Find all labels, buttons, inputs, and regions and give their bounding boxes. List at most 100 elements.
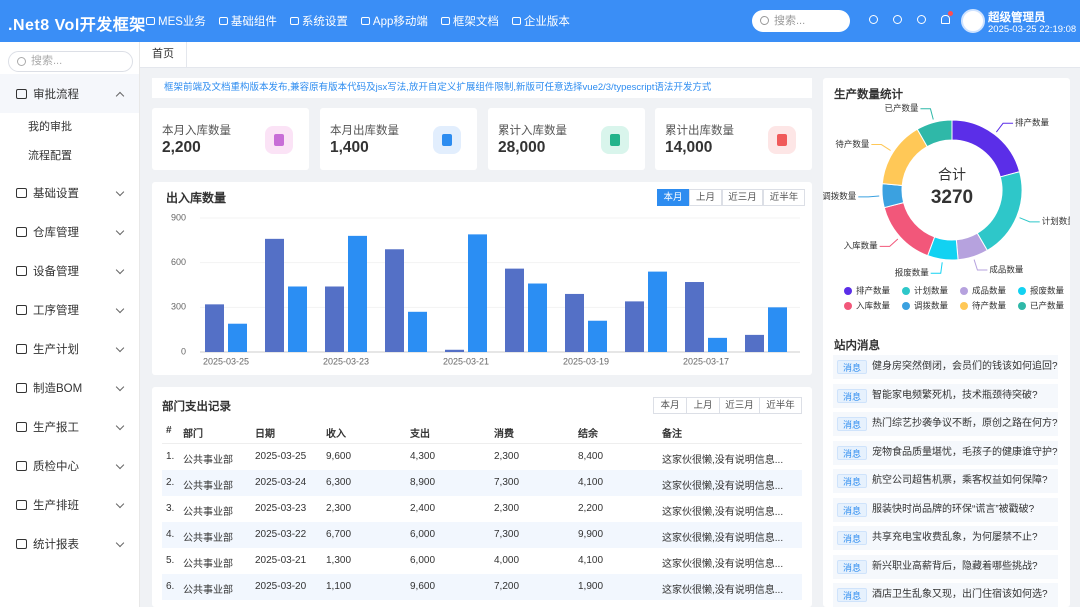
menu-item[interactable]: 生产计划 (0, 329, 139, 368)
nav-label: MES业务 (158, 13, 206, 29)
table-cell: 公共事业部 (183, 503, 233, 518)
tab[interactable]: 首页 (140, 42, 187, 68)
menu-label: 生产排班 (33, 497, 79, 513)
stat-glyph (442, 134, 452, 146)
avatar[interactable] (961, 9, 985, 33)
clock: 2025-03-25 22:19:08 (988, 24, 1076, 35)
menu-item[interactable]: 审批流程 (0, 74, 139, 113)
table-cell: 1. (166, 451, 174, 462)
legend-dot (960, 287, 968, 295)
menu-item[interactable]: 设备管理 (0, 251, 139, 290)
range-button[interactable]: 上月 (686, 397, 720, 414)
table-cell: 6,700 (326, 529, 351, 540)
submenu-item[interactable]: 我的审批 (0, 113, 139, 142)
menu-item[interactable]: 质检中心 (0, 446, 139, 485)
range-button[interactable]: 上月 (689, 189, 722, 206)
leader-line (858, 196, 879, 197)
slice-label: 入库数量 (844, 241, 879, 251)
message-tag: 消息 (837, 474, 867, 488)
legend-label: 报废数量 (1030, 285, 1065, 295)
bar (745, 335, 764, 352)
message-item[interactable]: 消息新兴职业高薪背后，隐藏着哪些挑战? (833, 555, 1058, 579)
table-cell: 2025-03-22 (255, 529, 306, 540)
chevron (116, 305, 124, 313)
message-tag: 消息 (837, 560, 867, 574)
message-item[interactable]: 消息宠物食品质量堪忧，毛孩子的健康谁守护? (833, 441, 1058, 465)
nav-item[interactable]: 框架文档 (441, 13, 499, 29)
power-icon[interactable] (917, 15, 926, 24)
table-cell: 公共事业部 (183, 477, 233, 492)
range-button[interactable]: 近三月 (719, 397, 760, 414)
table-cell: 公共事业部 (183, 581, 233, 596)
table-cell: 这家伙很懒,没有说明信息... (662, 529, 783, 544)
nav-item[interactable]: App移动端 (361, 13, 428, 29)
header-search[interactable]: 搜索... (752, 10, 850, 32)
range-button[interactable]: 本月 (657, 189, 689, 206)
sidebar: 搜索... 审批流程我的审批流程配置基础设置仓库管理设备管理工序管理生产计划制造… (0, 42, 140, 607)
leader-line (1020, 218, 1040, 222)
message-item[interactable]: 消息服装快时尚品牌的环保“谎言”被戳破? (833, 498, 1058, 522)
nav-item[interactable]: 系统设置 (290, 13, 348, 29)
range-button[interactable]: 近半年 (763, 189, 805, 206)
menu-icon (16, 500, 27, 510)
leader-line (920, 109, 933, 120)
table-row: 4.公共事业部2025-03-226,7006,0007,3009,900这家伙… (162, 522, 802, 548)
table-cell: 公共事业部 (183, 555, 233, 570)
message-tag: 消息 (837, 531, 867, 545)
menu-item[interactable]: 工序管理 (0, 290, 139, 329)
table-title: 部门支出记录 (162, 398, 231, 414)
message-item[interactable]: 消息共享充电宝收费乱象，为何屡禁不止? (833, 526, 1058, 550)
menu-item[interactable]: 生产报工 (0, 407, 139, 446)
message-tag: 消息 (837, 588, 867, 602)
menu-item[interactable]: 仓库管理 (0, 212, 139, 251)
table-cell: 2,300 (494, 451, 519, 462)
bar (445, 350, 464, 352)
slice-label: 待产数量 (835, 139, 870, 149)
x-tick-label: 2025-03-19 (563, 356, 609, 366)
menu-icon (16, 539, 27, 549)
nav-item[interactable]: 企业版本 (512, 13, 570, 29)
range-button[interactable]: 近三月 (722, 189, 763, 206)
nav: MES业务基础组件系统设置 App移动端框架文档企业版本 (146, 13, 570, 29)
table-cell: 6,000 (410, 529, 435, 540)
table-cell: 这家伙很懒,没有说明信息... (662, 503, 783, 518)
bell-icon[interactable] (941, 15, 950, 24)
submenu-item[interactable]: 流程配置 (0, 142, 139, 171)
x-tick-label: 2025-03-25 (203, 356, 249, 366)
message-item[interactable]: 消息健身房突然倒闭，会员们的钱该如何追回? (833, 355, 1058, 379)
legend-label: 入库数量 (856, 300, 891, 310)
table-cell: 6,000 (410, 555, 435, 566)
nav-item[interactable]: MES业务 (146, 13, 206, 29)
legend-label: 已产数量 (1030, 300, 1065, 310)
notice[interactable]: 框架前端及文档重构版本发布,兼容原有版本代码及jsx写法,放开自定义扩展组件限制… (152, 78, 812, 98)
message-item[interactable]: 消息航空公司超售机票，乘客权益如何保障? (833, 469, 1058, 493)
logo[interactable]: .Net8 Vol开发框架 (8, 11, 146, 35)
table-cell: 2,400 (410, 503, 435, 514)
menu-item[interactable]: 生产排班 (0, 485, 139, 524)
user-icon[interactable] (869, 15, 878, 24)
sidebar-search[interactable]: 搜索... (8, 51, 133, 72)
stat-card: 累计入库数量28,000 (488, 108, 645, 170)
range-button[interactable]: 近半年 (759, 397, 802, 414)
menu-icon (16, 461, 27, 471)
menu-label: 仓库管理 (33, 224, 79, 240)
menu-item[interactable]: 统计报表 (0, 524, 139, 563)
chevron (116, 92, 124, 100)
settings-icon[interactable] (893, 15, 902, 24)
chevron (116, 266, 124, 274)
table-cell: 6. (166, 581, 174, 592)
user-name[interactable]: 超级管理员 (988, 9, 1046, 25)
bar (685, 282, 704, 352)
slice-label: 已产数量 (884, 103, 919, 113)
column-header: 部门 (183, 425, 203, 440)
table-cell: 这家伙很懒,没有说明信息... (662, 477, 783, 492)
table-cell: 4. (166, 529, 174, 540)
message-item[interactable]: 消息智能家电频繁死机，技术瓶颈待突破? (833, 384, 1058, 408)
nav-item[interactable]: 基础组件 (219, 13, 277, 29)
range-button[interactable]: 本月 (653, 397, 687, 414)
table-cell: 9,600 (410, 581, 435, 592)
menu-item[interactable]: 基础设置 (0, 173, 139, 212)
menu-item[interactable]: 制造BOM (0, 368, 139, 407)
message-item[interactable]: 消息酒店卫生乱象又现，出门住宿该如何选? (833, 583, 1058, 607)
message-item[interactable]: 消息热门综艺抄袭争议不断，原创之路在何方? (833, 412, 1058, 436)
